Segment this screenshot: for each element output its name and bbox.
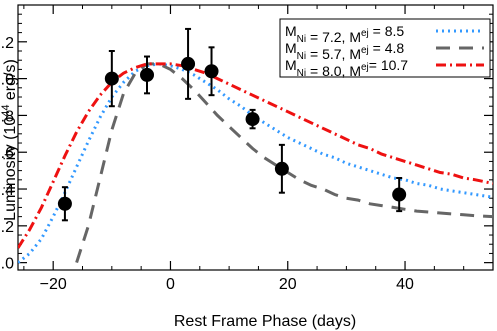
legend-text-part: M bbox=[285, 23, 297, 39]
legend-supscript: ej bbox=[361, 28, 369, 39]
data-point bbox=[245, 112, 260, 127]
data-point bbox=[204, 64, 219, 79]
x-tick-label: −20 bbox=[40, 276, 67, 293]
legend-text-part: = 10.7 bbox=[369, 57, 409, 73]
legend-text-part: = 7.2, M bbox=[306, 29, 361, 45]
legend-text-part: = 8.0, M bbox=[306, 63, 361, 79]
y-axis-title: Luminosity (1044 erg/s) bbox=[0, 59, 19, 221]
legend-text-part: = 5.7, M bbox=[306, 46, 361, 62]
y-axis-title-unit: erg/s) bbox=[2, 59, 19, 104]
legend-subscript: Ni bbox=[297, 34, 306, 45]
plot-area-frame bbox=[17, 4, 494, 271]
legend-label: MNi = 8.0, Mej= 10.7 bbox=[285, 57, 408, 79]
y-tick-label: 1.0 bbox=[0, 72, 14, 89]
x-axis-title: Rest Frame Phase (days) bbox=[174, 313, 356, 330]
data-point bbox=[104, 71, 119, 86]
data-point bbox=[274, 161, 289, 176]
legend-subscript: Ni bbox=[297, 68, 306, 79]
y-tick-label: 0.6 bbox=[0, 145, 14, 162]
x-tick-label: 0 bbox=[166, 276, 175, 293]
y-tick-label: 0.4 bbox=[0, 182, 14, 199]
legend-box bbox=[279, 18, 491, 78]
y-tick-label: 0.8 bbox=[0, 108, 14, 125]
y-tick-label: 0.2 bbox=[0, 219, 14, 236]
legend-supscript: ej bbox=[361, 62, 369, 73]
legend-supscript: ej bbox=[361, 45, 369, 56]
data-point bbox=[392, 187, 407, 202]
legend-label: MNi = 5.7, Mej = 4.8 bbox=[285, 40, 404, 62]
data-point bbox=[181, 56, 196, 71]
legend-text-part: = 8.5 bbox=[369, 23, 405, 39]
data-point bbox=[57, 196, 72, 211]
data-point bbox=[140, 67, 155, 82]
y-axis-title-exponent: 44 bbox=[0, 105, 12, 117]
legend-text-part: = 4.8 bbox=[369, 40, 405, 56]
model-curves bbox=[18, 62, 493, 264]
model-curve-3 bbox=[18, 62, 493, 249]
legend-text-part: M bbox=[285, 57, 297, 73]
axis-ticks: −20 0 20 40 0.0 0.2 0.4 0.6 0.8 1.0 1.2 bbox=[0, 5, 494, 293]
legend-label: MNi = 7.2, Mej = 8.5 bbox=[285, 23, 404, 45]
y-tick-label: 0.0 bbox=[0, 256, 14, 273]
x-tick-label: 20 bbox=[279, 276, 297, 293]
data-points bbox=[57, 27, 407, 222]
model-curve-1 bbox=[18, 62, 493, 264]
x-tick-label: 40 bbox=[396, 276, 414, 293]
legend-subscript: Ni bbox=[297, 51, 306, 62]
y-tick-label: 1.2 bbox=[0, 35, 14, 52]
legend-text-part: M bbox=[285, 40, 297, 56]
